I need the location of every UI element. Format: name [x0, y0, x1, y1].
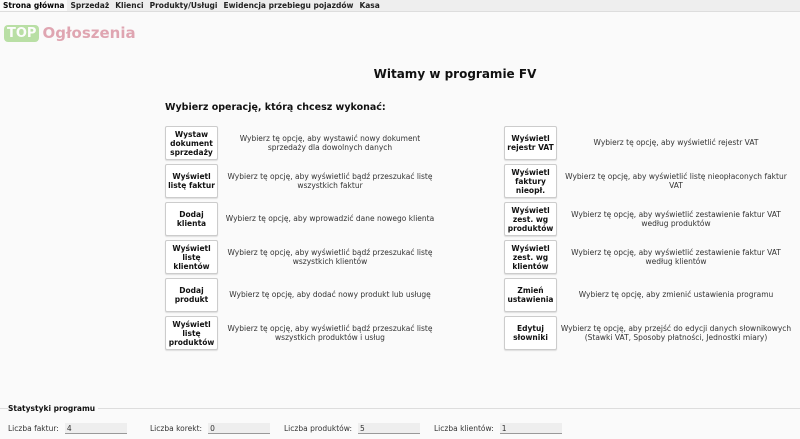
right-op-button-5[interactable]: Edytuj słowniki — [504, 316, 557, 350]
stats-title: Statystyki programu — [8, 404, 99, 413]
subtitle: Wybierz operację, którą chcesz wykonać: — [165, 102, 386, 113]
tab-2[interactable]: Klienci — [115, 1, 144, 10]
logo-name: Ogłoszenia — [42, 24, 136, 42]
stats-divider — [0, 408, 800, 409]
left-op-desc-4: Wybierz tę opcję, aby dodać nowy produkt… — [229, 290, 431, 300]
right-op-desc-5: Wybierz tę opcję, aby przejść do edycji … — [560, 323, 792, 343]
stat-label: Liczba produktów: — [284, 424, 352, 433]
stat-value-field: 5 — [357, 423, 420, 434]
right-op-desc-1: Wybierz tę opcję, aby wyświetlić listę n… — [565, 171, 787, 191]
left-op-button-1[interactable]: Wyświetl listę faktur — [165, 164, 218, 198]
left-op-desc-2: Wybierz tę opcję, aby wprowadzić dane no… — [225, 214, 435, 224]
right-op-desc-4: Wybierz tę opcję, aby zmienić ustawienia… — [578, 290, 774, 300]
left-op-button-3[interactable]: Wyświetl listę klientów — [165, 240, 218, 274]
right-op-button-1[interactable]: Wyświetl faktury nieopł. — [504, 164, 557, 198]
tab-5[interactable]: Kasa — [359, 1, 380, 10]
stat-1: Liczba korekt: 0 — [150, 423, 271, 434]
right-op-desc-2: Wybierz tę opcję, aby wyświetlić zestawi… — [571, 209, 781, 229]
left-op-button-0[interactable]: Wystaw dokument sprzedaży — [165, 126, 218, 160]
stat-value-field: 0 — [208, 423, 271, 434]
left-op-desc-3: Wybierz tę opcję, aby wyświetlić bądź pr… — [227, 247, 433, 267]
stat-0: Liczba faktur: 4 — [8, 423, 127, 434]
page-title: Witamy w programie FV — [373, 67, 537, 81]
left-op-button-2[interactable]: Dodaj klienta — [165, 202, 218, 236]
tab-bar: Strona główna Sprzedaż Klienci Produkty/Usł… — [0, 0, 800, 12]
right-op-desc-0: Wybierz tę opcję, aby wyświetlić rejestr… — [593, 138, 759, 148]
left-op-desc-0: Wybierz tę opcję, aby wystawić nowy doku… — [239, 133, 421, 153]
right-op-desc-3: Wybierz tę opcję, aby wyświetlić zestawi… — [571, 247, 781, 267]
stat-label: Liczba faktur: — [8, 424, 59, 433]
left-op-desc-1: Wybierz tę opcję, aby wyświetlić bądź pr… — [227, 171, 433, 191]
stat-label: Liczba korekt: — [150, 424, 203, 433]
left-op-desc-5: Wybierz tę opcję, aby wyświetlić bądź pr… — [227, 323, 433, 343]
tab-4[interactable]: Ewidencja przebiegu pojazdów — [223, 1, 354, 10]
stat-2: Liczba produktów: 5 — [284, 423, 420, 434]
tab-0[interactable]: Strona główna — [0, 0, 68, 11]
tab-1[interactable]: Sprzedaż — [70, 1, 110, 10]
stat-value-field: 1 — [499, 423, 562, 434]
stat-label: Liczba klientów: — [434, 424, 494, 433]
stat-3: Liczba klientów: 1 — [434, 423, 562, 434]
right-op-button-3[interactable]: Wyświetl zest. wg klientów — [504, 240, 557, 274]
logo-top: TOP — [4, 24, 40, 42]
right-op-button-0[interactable]: Wyświetl rejestr VAT — [504, 126, 557, 160]
logo: TOP Ogłoszenia — [4, 24, 136, 42]
right-op-button-2[interactable]: Wyświetl zest. wg produktów — [504, 202, 557, 236]
left-op-button-4[interactable]: Dodaj produkt — [165, 278, 218, 312]
stat-value-field: 4 — [64, 423, 127, 434]
right-op-button-4[interactable]: Zmień ustawienia — [504, 278, 557, 312]
tab-3[interactable]: Produkty/Usługi — [149, 1, 218, 10]
left-op-button-5[interactable]: Wyświetl listę produktów — [165, 316, 218, 350]
